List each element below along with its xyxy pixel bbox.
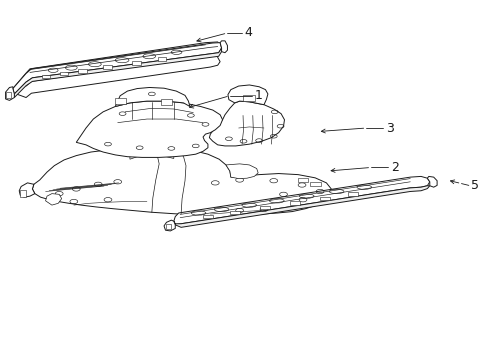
Polygon shape [132, 61, 141, 65]
Polygon shape [203, 215, 212, 218]
Polygon shape [32, 148, 330, 215]
Polygon shape [60, 72, 68, 76]
Polygon shape [13, 42, 221, 94]
Polygon shape [320, 197, 329, 200]
Polygon shape [173, 176, 429, 225]
Polygon shape [5, 87, 14, 100]
Polygon shape [41, 75, 50, 78]
Polygon shape [230, 211, 240, 214]
Polygon shape [173, 186, 429, 227]
Polygon shape [260, 206, 269, 209]
Text: 3: 3 [385, 122, 393, 135]
Polygon shape [209, 101, 284, 146]
Polygon shape [45, 194, 61, 205]
Polygon shape [115, 98, 125, 104]
Polygon shape [76, 101, 222, 157]
Polygon shape [227, 85, 267, 105]
Polygon shape [347, 192, 357, 195]
Polygon shape [165, 224, 171, 229]
Polygon shape [13, 42, 220, 93]
Polygon shape [225, 164, 258, 179]
Polygon shape [103, 66, 112, 69]
Polygon shape [243, 95, 255, 102]
Polygon shape [115, 87, 189, 107]
Polygon shape [13, 50, 220, 98]
Polygon shape [19, 183, 35, 197]
Text: 4: 4 [244, 27, 252, 40]
Polygon shape [220, 41, 227, 53]
Polygon shape [78, 69, 86, 73]
Polygon shape [427, 176, 436, 187]
Polygon shape [309, 182, 320, 186]
Polygon shape [20, 190, 26, 197]
Polygon shape [130, 141, 173, 159]
Polygon shape [297, 178, 308, 182]
Polygon shape [6, 93, 11, 98]
Polygon shape [157, 57, 166, 61]
Polygon shape [161, 99, 171, 105]
Polygon shape [290, 201, 300, 204]
Text: 2: 2 [390, 161, 398, 174]
Text: 1: 1 [254, 89, 262, 102]
Polygon shape [163, 220, 175, 231]
Text: 5: 5 [470, 179, 478, 192]
Polygon shape [14, 48, 221, 98]
